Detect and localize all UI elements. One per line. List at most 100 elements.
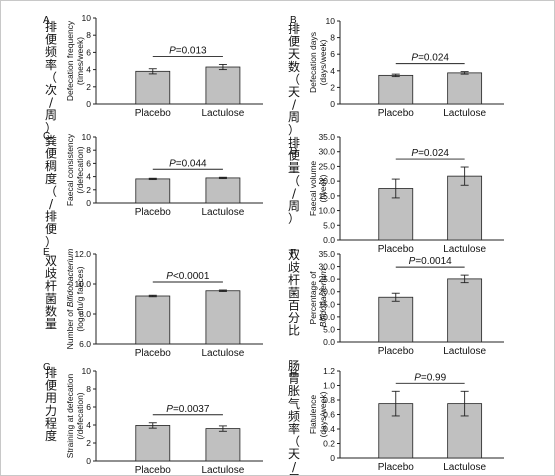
y-tick-label: 10.0 (318, 206, 335, 216)
y-axis-label: Defecation frequency(times/week) (65, 20, 85, 101)
chinese-label-text: 双歧杆菌百分比 (288, 248, 300, 338)
y-tick-label: 10 (82, 132, 92, 142)
x-category-label: Lactulose (202, 465, 245, 475)
y-tick-label: 15.0 (318, 299, 335, 309)
y-tick-label: 2 (86, 438, 91, 448)
chinese-label: 排便频率（次/周） (45, 20, 57, 135)
y-tick-label: 0.4 (323, 424, 335, 434)
bar-lactulose (205, 290, 241, 345)
bar-placebo (378, 74, 414, 105)
y-tick-label: 4 (86, 65, 91, 75)
chinese-label: 肠胃胀气频率（天/周） (288, 359, 300, 475)
bar-lactulose (205, 428, 241, 462)
panel-letter: G (43, 362, 51, 373)
panel-letter: A (43, 15, 50, 26)
bar-placebo (378, 296, 414, 343)
y-tick-label: 8 (86, 145, 91, 155)
x-category-label: Lactulose (202, 207, 245, 218)
bar-lactulose (447, 175, 483, 241)
y-tick-label: 4 (86, 420, 91, 430)
x-category-label: Placebo (135, 348, 172, 359)
y-tick-label: 20.0 (318, 176, 335, 186)
panel-letter: B (290, 15, 297, 26)
y-axis-label: Flatulence(days/week) (308, 391, 328, 437)
p-value-label: P=0.0014 (409, 256, 453, 267)
bar-placebo (135, 178, 171, 204)
y-tick-label: 4 (330, 66, 335, 76)
x-category-label: Lactulose (443, 462, 486, 473)
panel-letter: E (43, 247, 50, 258)
y-tick-label: 30.0 (318, 147, 335, 157)
panel-letter: F (290, 248, 296, 259)
panel-letter: D (290, 146, 297, 157)
y-tick-label: 0.8 (323, 395, 335, 405)
y-tick-label: 10.0 (74, 279, 91, 289)
y-axis-label: Defecation days(days/week) (308, 32, 328, 93)
y-tick-label: 35.0 (318, 249, 335, 259)
chinese-label: 粪便稠度（/排便） (45, 134, 57, 249)
y-tick-label: 20.0 (318, 287, 335, 297)
chinese-label-text: 排便量（/周） (288, 136, 300, 226)
bar-lactulose (447, 72, 483, 105)
chinese-label-text: 排便用力程度 (45, 366, 57, 443)
chinese-label: 排便用力程度 (45, 366, 57, 443)
y-tick-label: 8 (86, 30, 91, 40)
chinese-label: 排便天数（天/周） (288, 22, 300, 137)
y-tick-label: 25.0 (318, 274, 335, 284)
chinese-label: 排便量（/周） (288, 136, 300, 226)
chinese-label-text: 双歧杆菌数量 (45, 254, 57, 331)
y-tick-label: 25.0 (318, 161, 335, 171)
y-tick-label: 1.0 (323, 381, 335, 391)
y-tick-label: 0.0 (323, 337, 335, 347)
p-value-label: P=0.013 (169, 45, 207, 56)
x-category-label: Lactulose (202, 108, 245, 119)
y-tick-label: 0.2 (323, 439, 335, 449)
y-tick-label: 0 (330, 453, 335, 463)
bar-placebo (378, 403, 414, 459)
panel-letter: C (43, 131, 50, 142)
y-tick-label: 6.0 (79, 339, 91, 349)
x-category-label: Lactulose (443, 244, 486, 255)
y-axis-label: Faecal consistency(/defecation) (65, 133, 85, 206)
y-tick-label: 8 (330, 33, 335, 43)
x-category-label: Placebo (135, 207, 172, 218)
y-axis-label: Number of Bifidobacterium(log cfu/g faec… (65, 249, 85, 350)
y-tick-label: 6 (86, 47, 91, 57)
p-value-label: P=0.99 (414, 372, 446, 383)
bar-lactulose (447, 278, 483, 343)
chinese-label-text: 肠胃胀气频率（天/周） (288, 359, 300, 475)
bar-lactulose (205, 177, 241, 204)
y-tick-label: 2 (330, 82, 335, 92)
y-tick-label: 10.0 (318, 312, 335, 322)
p-value-label: P=0.024 (411, 53, 449, 64)
y-tick-label: 1.2 (323, 366, 335, 376)
y-tick-label: 0 (86, 99, 91, 109)
y-axis-label: Percentage ofBifidobacterium (308, 269, 328, 328)
x-category-label: Placebo (135, 108, 172, 119)
y-tick-label: 8 (86, 384, 91, 394)
chinese-label: 双歧杆菌数量 (45, 254, 57, 331)
y-tick-label: 0 (330, 99, 335, 109)
y-tick-label: 10 (82, 13, 92, 23)
y-tick-label: 4 (86, 172, 91, 182)
chinese-label-text: 排便天数（天/周） (288, 22, 300, 137)
y-tick-label: 12.0 (74, 249, 91, 259)
x-category-label: Placebo (378, 108, 415, 119)
y-tick-label: 10 (326, 16, 336, 26)
x-category-label: Placebo (378, 244, 415, 255)
y-tick-label: 5.0 (323, 220, 335, 230)
bar-placebo (135, 70, 171, 105)
y-tick-label: 0 (86, 198, 91, 208)
chinese-label: 双歧杆菌百分比 (288, 248, 300, 338)
x-category-label: Lactulose (443, 346, 486, 357)
chinese-label-text: 粪便稠度（/排便） (45, 134, 57, 249)
y-tick-label: 2 (86, 185, 91, 195)
bar-placebo (135, 425, 171, 462)
p-value-label: P=0.024 (411, 148, 449, 159)
